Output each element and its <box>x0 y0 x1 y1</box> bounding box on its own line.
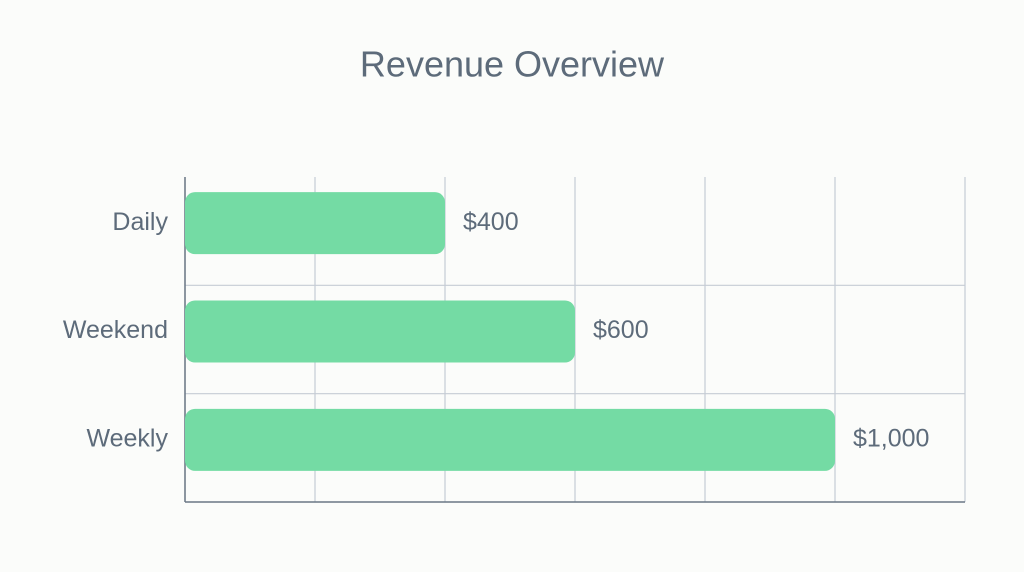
y-tick-label: Daily <box>112 208 168 236</box>
value-label: $600 <box>593 316 649 344</box>
bar <box>185 192 445 255</box>
value-label: $400 <box>463 208 519 236</box>
y-tick-label: Weekly <box>86 424 168 452</box>
y-tick-label: Weekend <box>63 316 168 344</box>
bar <box>185 408 835 471</box>
value-label: $1,000 <box>853 424 929 452</box>
bar <box>185 300 575 363</box>
chart-title: Revenue Overview <box>360 44 665 85</box>
